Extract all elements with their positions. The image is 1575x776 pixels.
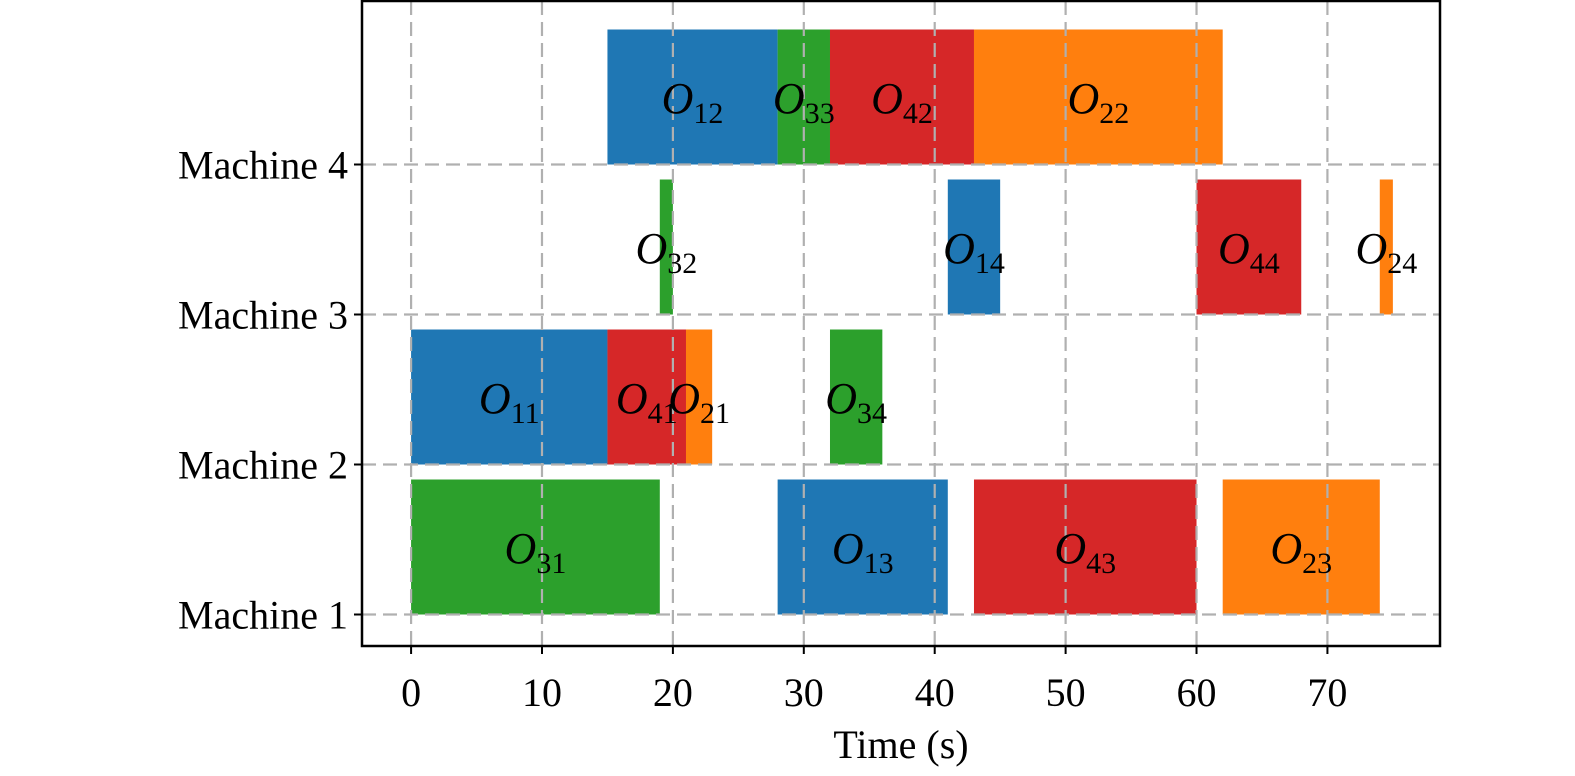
task-label-subscript: 13 <box>864 547 894 580</box>
task-label: O42 <box>871 74 933 130</box>
task-label: O23 <box>1270 524 1332 580</box>
plot-frame <box>360 0 1442 648</box>
task-label-subscript: 22 <box>1099 97 1129 130</box>
task-label-subscript: 31 <box>536 547 566 580</box>
x-tick-label: 50 <box>1046 670 1086 715</box>
y-tick-label: Machine 4 <box>178 143 348 188</box>
task-label-letter: O <box>479 374 511 423</box>
task-label: O24 <box>1355 224 1417 280</box>
task-label: O11 <box>479 374 540 430</box>
y-tick-label: Machine 3 <box>178 293 348 338</box>
x-tick-label: 70 <box>1307 670 1347 715</box>
task-label-letter: O <box>1270 524 1302 573</box>
task-label: O32 <box>635 224 697 280</box>
task-label: O12 <box>662 74 724 130</box>
task-label-letter: O <box>943 224 975 273</box>
task-label-subscript: 41 <box>648 397 678 430</box>
y-tick-label: Machine 2 <box>178 443 348 488</box>
task-label: O41 <box>616 374 678 430</box>
task-label-subscript: 42 <box>903 97 933 130</box>
task-label-letter: O <box>1067 74 1099 123</box>
task-label-subscript: 32 <box>667 247 697 280</box>
task-label: O14 <box>943 224 1005 280</box>
task-label-subscript: 11 <box>511 397 540 430</box>
x-tick-label: 60 <box>1177 670 1217 715</box>
x-axis-label: Time (s) <box>833 722 968 767</box>
task-label-letter: O <box>616 374 648 423</box>
task-bar-O22 <box>973 29 1223 165</box>
task-bar-O11 <box>411 329 608 465</box>
task-label: O34 <box>825 374 887 430</box>
task-label-letter: O <box>1218 224 1250 273</box>
task-label: O44 <box>1218 224 1280 280</box>
task-bar-O23 <box>1222 479 1380 615</box>
task-bar-O32 <box>659 179 673 315</box>
task-bar-O14 <box>947 179 1001 315</box>
task-label-subscript: 33 <box>805 97 835 130</box>
task-label-subscript: 43 <box>1086 547 1116 580</box>
task-bar-O34 <box>829 329 883 465</box>
x-tick-label: 10 <box>522 670 562 715</box>
task-label-subscript: 12 <box>693 97 723 130</box>
task-bar-O43 <box>973 479 1197 615</box>
task-label-letter: O <box>825 374 857 423</box>
task-label-letter: O <box>668 374 700 423</box>
task-label-letter: O <box>871 74 903 123</box>
task-label-letter: O <box>1054 524 1086 573</box>
task-label-letter: O <box>505 524 537 573</box>
task-label-subscript: 34 <box>857 397 887 430</box>
task-label-letter: O <box>773 74 805 123</box>
y-tick-label: Machine 1 <box>178 593 348 638</box>
task-label-subscript: 23 <box>1302 547 1332 580</box>
task-bar-O24 <box>1379 179 1393 315</box>
task-label: O43 <box>1054 524 1116 580</box>
task-bar-O21 <box>685 329 713 465</box>
task-label-letter: O <box>662 74 694 123</box>
task-bar-O12 <box>607 29 778 165</box>
x-tick-label: 0 <box>401 670 421 715</box>
task-bar-O44 <box>1196 179 1302 315</box>
x-tick-label: 20 <box>653 670 693 715</box>
x-tick-label: 30 <box>784 670 824 715</box>
task-label-subscript: 24 <box>1387 247 1417 280</box>
grid-layer <box>362 1 1440 646</box>
task-label-subscript: 44 <box>1250 247 1280 280</box>
task-bar-O13 <box>777 479 948 615</box>
ticks-layer: 0 10 20 30 40 50 60 70 Machine 1 Machine 2 Machine… <box>178 143 1347 716</box>
task-label: O13 <box>832 524 894 580</box>
task-label-subscript: 21 <box>700 397 730 430</box>
task-label-subscript: 14 <box>975 247 1005 280</box>
task-label-letter: O <box>635 224 667 273</box>
task-label: O33 <box>773 74 835 130</box>
task-bar-O42 <box>829 29 974 165</box>
task-label: O22 <box>1067 74 1129 130</box>
task-label: O21 <box>668 374 730 430</box>
task-label-letter: O <box>832 524 864 573</box>
task-bar-O31 <box>411 479 660 615</box>
task-label: O31 <box>505 524 567 580</box>
task-label-letter: O <box>1355 224 1387 273</box>
x-tick-label: 40 <box>915 670 955 715</box>
